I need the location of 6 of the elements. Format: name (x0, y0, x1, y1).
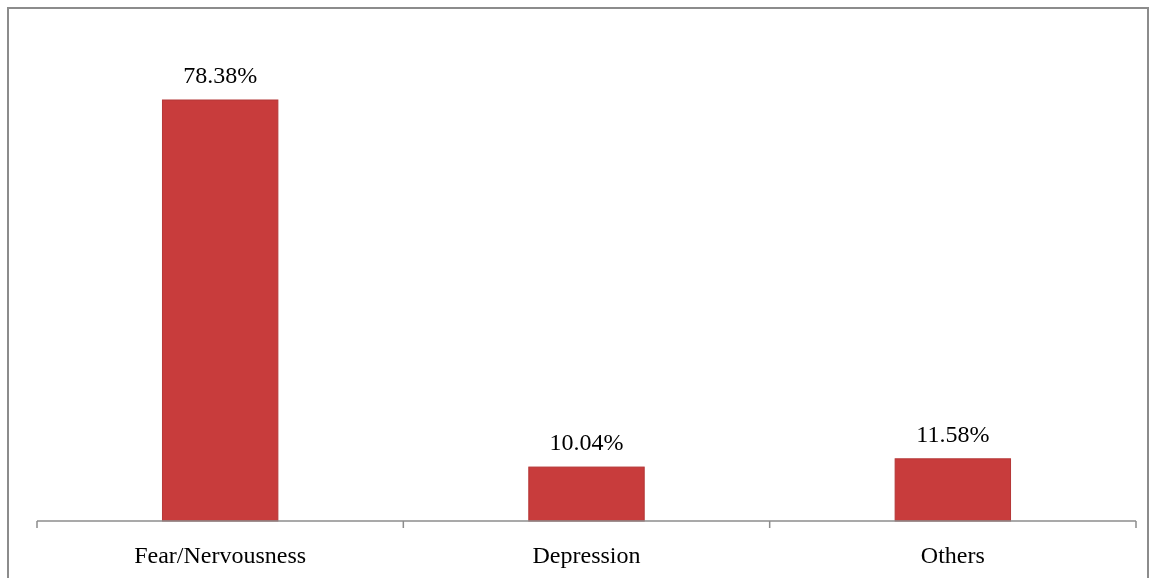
x-tick-label: Depression (532, 542, 641, 568)
data-label: 78.38% (183, 62, 258, 88)
x-tick-label: Others (920, 542, 985, 568)
x-tick-label: Fear/Nervousness (134, 542, 307, 568)
data-label: 11.58% (916, 420, 990, 447)
data-label: 10.04% (549, 429, 624, 456)
